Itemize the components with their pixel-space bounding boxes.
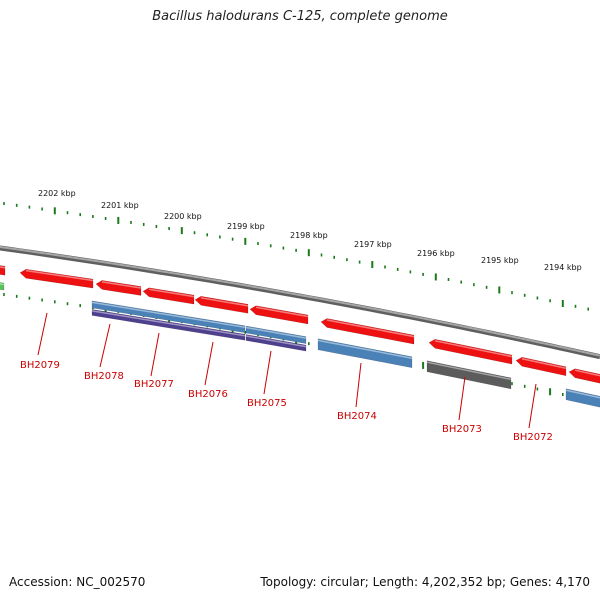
forward-gene-arrow-highlight [148,288,195,298]
kbp-tick-label: 2195 kbp [481,256,519,265]
reverse-gene-bar [245,325,307,344]
gene-label-leader [263,350,272,395]
forward-gene-arrow [249,305,309,325]
kbp-tick-label: 2202 kbp [38,189,76,198]
forward-gene-arrow [0,265,6,276]
kbp-tick-label: 2200 kbp [164,212,202,221]
gene-label-leader [99,323,111,368]
gene-label[interactable]: BH2077 [134,379,174,390]
reverse-gene-bar-highlight [91,301,246,329]
reverse-gene-bar [317,338,413,369]
forward-gene-arrow [95,280,142,296]
kbp-label-layer: 2202 kbp 2201 kbp 2200 kbp 2199 kbp 2198 kbp… [38,189,582,272]
reverse-gene-bar-highlight [317,339,413,359]
gene-label[interactable]: BH2079 [20,360,60,371]
gene-label[interactable]: BH2072 [513,432,553,443]
gene-label-leader [528,383,537,429]
outer-tick-ring [3,202,590,311]
partial-gene-highlight [0,283,5,286]
reverse-gene-bar [245,334,307,352]
forward-gene-arrow-highlight [0,266,6,269]
gene-label[interactable]: BH2076 [188,389,228,400]
reverse-gene-bar-highlight [245,326,307,339]
forward-gene-arrow-highlight [521,358,567,369]
forward-gene-arrow-highlight [326,319,415,338]
gene-label-layer: BH2079 BH2078 BH2077 BH2076 BH2075 BH2074 BH20… [20,312,553,443]
reverse-gene-bar [426,360,512,390]
genome-backbone [0,245,600,360]
reverse-gene-bar [91,300,246,334]
gene-label[interactable]: BH2074 [337,411,377,422]
forward-gene-arrow [19,268,94,289]
map-title: Bacillus halodurans C-125, complete geno… [152,9,448,24]
gene-label-leader [37,312,48,356]
forward-gene-arrow-highlight [574,369,600,377]
genome-summary-text: Topology: circular; Length: 4,202,352 bp… [260,575,590,589]
kbp-tick-label: 2194 kbp [544,263,582,272]
kbp-tick-label: 2199 kbp [227,222,265,231]
gene-label[interactable]: BH2075 [247,398,287,409]
gene-layer [0,265,600,408]
gene-label-leader [204,341,214,386]
gene-label[interactable]: BH2078 [84,371,124,382]
partial-gene [0,282,5,291]
backbone-highlight [0,246,600,357]
forward-gene-arrow-highlight [101,281,142,289]
forward-gene-arrow [515,356,567,377]
gene-label-leader [355,362,362,408]
forward-gene-arrow [568,368,600,384]
reverse-gene-bar [91,309,246,341]
forward-gene-arrow [320,318,415,345]
kbp-tick-label: 2197 kbp [354,240,392,249]
gene-label-leader [150,332,160,377]
reverse-gene-bar [565,388,600,408]
kbp-tick-label: 2201 kbp [101,201,139,210]
gene-label-leader [458,376,466,421]
gene-label[interactable]: BH2073 [442,424,482,435]
kbp-tick-label: 2196 kbp [417,249,455,258]
reverse-gene-bar-highlight [565,389,600,399]
reverse-gene-bar-highlight [91,310,246,337]
forward-gene-arrow [142,287,195,305]
reverse-gene-bar-highlight [426,361,512,381]
reverse-gene-bar-highlight [245,335,307,348]
forward-gene-arrow [428,339,513,365]
forward-gene-arrow [194,296,249,314]
forward-gene-arrow-highlight [25,269,94,282]
forward-gene-arrow-highlight [434,340,513,358]
kbp-tick-label: 2198 kbp [290,231,328,240]
forward-gene-arrow-highlight [200,297,249,307]
accession-text: Accession: NC_002570 [9,575,146,589]
forward-gene-arrow-highlight [255,306,309,318]
